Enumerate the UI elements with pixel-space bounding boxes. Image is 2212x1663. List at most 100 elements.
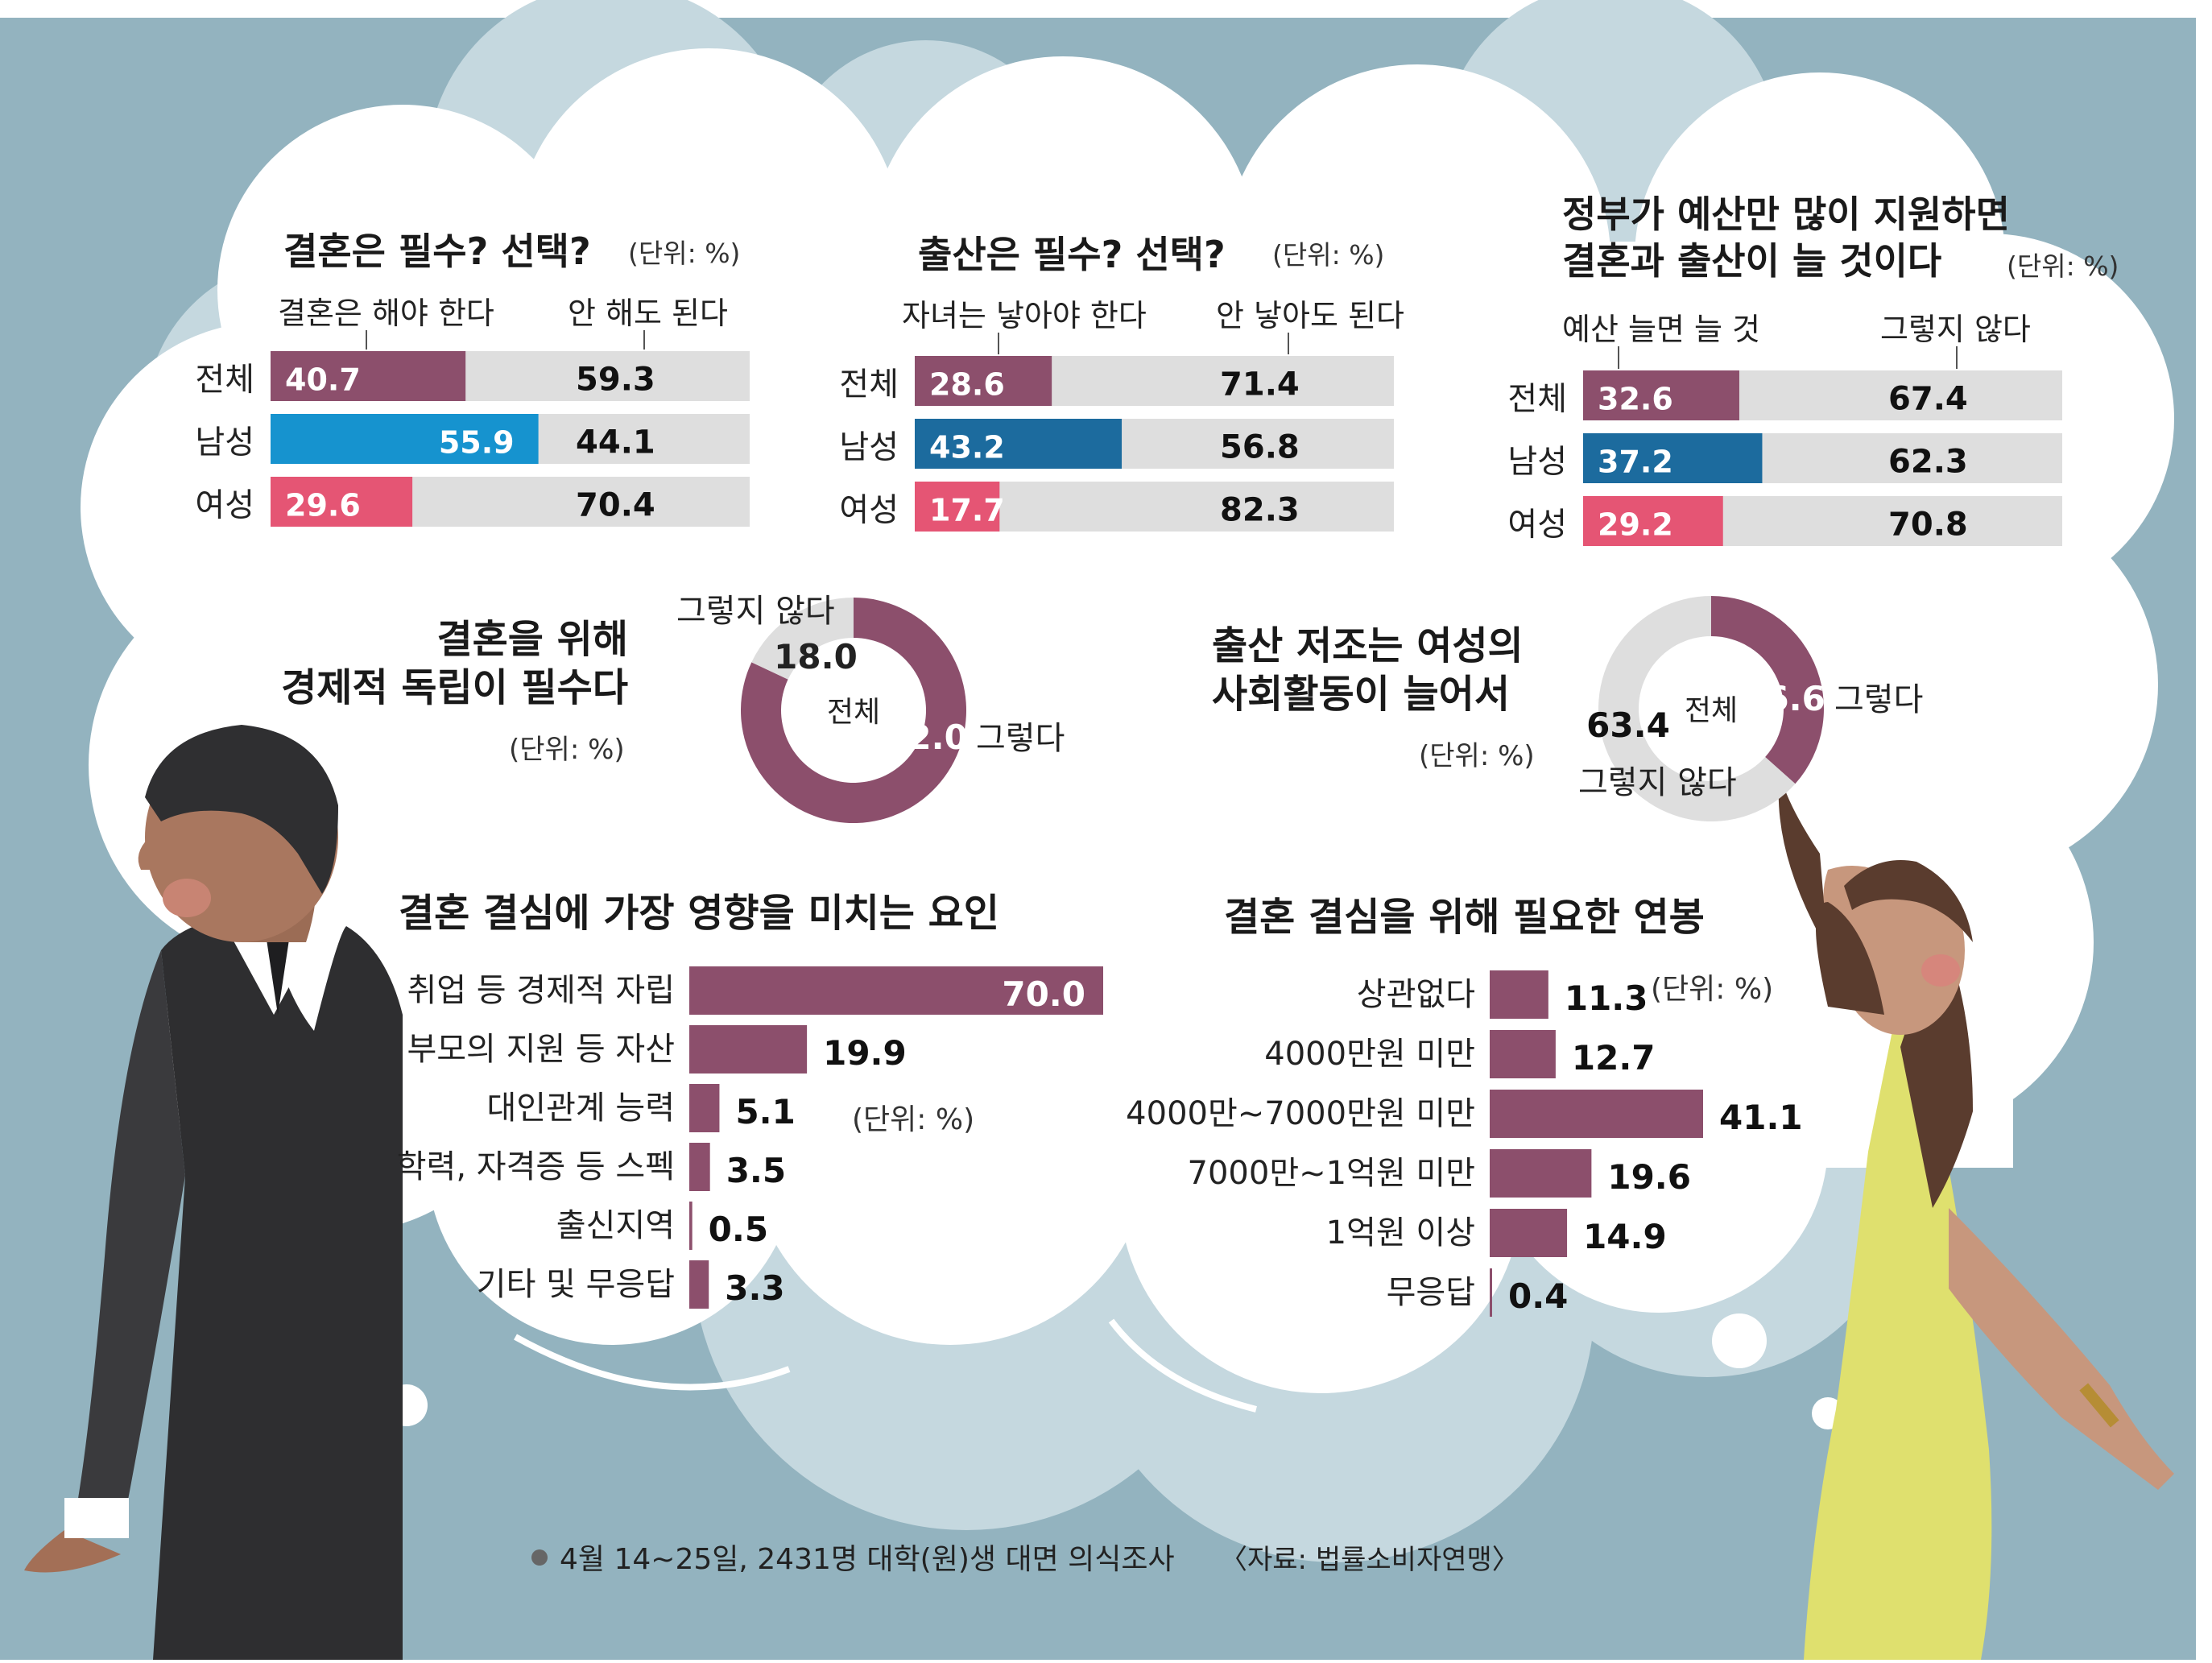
slice-name-label: 그렇지 않다 (676, 593, 835, 630)
cloud-arc-middle (1108, 1318, 1257, 1413)
value-label: 41.1 (1719, 1098, 1803, 1137)
row-label: 남성 (1507, 443, 1567, 480)
bar-segment-first (1583, 496, 1723, 546)
slice-name-label: 그렇다 (1834, 681, 1923, 718)
chart-unit-label: (단위: %) (2007, 250, 2119, 282)
frame-top-border (0, 0, 2212, 18)
chart-title-line: 결혼을 위해 (436, 617, 628, 662)
bar (1490, 970, 1548, 1019)
column-header: 안 낳아도 된다 (1216, 298, 1404, 333)
value-label: 70.0 (1002, 974, 1085, 1014)
category-label: 기타 및 무응답 (477, 1266, 675, 1303)
category-label: 1억원 이상 (1326, 1214, 1475, 1251)
chart-title-line: 사회활동이 늘어서 (1212, 672, 1510, 717)
chart-title: 출산은 필수? 선택? (918, 233, 1226, 276)
bar (689, 1143, 710, 1191)
bar (1490, 1030, 1556, 1078)
category-label: 7000만~1억원 미만 (1188, 1155, 1475, 1192)
bar-segment-first (1583, 433, 1763, 483)
value-label: 37.2 (1598, 444, 1673, 479)
row-label: 남성 (839, 428, 899, 465)
value-label: 19.9 (823, 1033, 907, 1073)
chart-unit-label: (단위: %) (1651, 973, 1773, 1006)
value-label: 28.6 (929, 366, 1005, 402)
value-label: 62.3 (1888, 443, 1968, 480)
value-label: 71.4 (1220, 366, 1300, 403)
value-label: 17.7 (929, 492, 1005, 527)
value-label: 3.3 (725, 1268, 784, 1308)
bar-segment-first (915, 356, 1052, 406)
chart-title-line: 출산 저조는 여성의 (1212, 623, 1524, 668)
slice-name-label: 그렇다 (976, 720, 1065, 757)
value-label: 55.9 (439, 424, 515, 460)
value-label: 19.6 (1607, 1157, 1691, 1197)
value-label: 70.4 (576, 486, 655, 523)
row-label: 여성 (195, 486, 254, 523)
value-label: 40.7 (285, 362, 361, 397)
column-header: 그렇지 않다 (1880, 312, 2031, 347)
row-label: 남성 (195, 424, 254, 461)
value-label: 29.2 (1598, 507, 1673, 542)
chart-title: 결혼은 필수? 선택? (283, 230, 591, 273)
cloud-arc-left (514, 1334, 791, 1391)
column-header: 안 해도 된다 (568, 296, 728, 331)
bar-segment-first (271, 414, 539, 464)
footer-bullet-icon (531, 1549, 548, 1566)
slice-value-label: 63.4 (1586, 705, 1670, 745)
bar (689, 1202, 693, 1250)
slice-name-label: 그렇지 않다 (1578, 764, 1737, 801)
donut-slice (741, 598, 966, 824)
value-label: 44.1 (576, 424, 655, 461)
horizontal-bar-chart-2: 결혼 결심을 위해 필요한 연봉 (단위: %) 상관없다 11.3 4000만원 미만… (1126, 895, 1803, 1317)
horizontal-bar-chart-1: 결혼 결심에 가장 영향을 미치는 요인 (단위: %) 취업 등 경제적 자립 70… (397, 891, 1103, 1309)
bar-segment-first (915, 419, 1123, 469)
chart-unit-label: (단위: %) (509, 734, 625, 766)
chart-unit-label: (단위: %) (1419, 740, 1535, 772)
value-label: 82.3 (1220, 491, 1300, 528)
value-label: 43.2 (929, 429, 1005, 465)
category-label: 부모의 지원 등 자산 (407, 1031, 675, 1068)
chart-title-line: 결혼과 출산이 늘 것이다 (1562, 239, 1941, 283)
chart-unit-label: (단위: %) (1272, 239, 1384, 271)
bar (1490, 1090, 1703, 1138)
column-header: 자녀는 낳아야 한다 (902, 298, 1147, 333)
woman-in-yellow-dress-illustration (1778, 773, 2174, 1660)
category-label: 학력, 자격증 등 스펙 (397, 1148, 675, 1185)
value-label: 32.6 (1598, 381, 1673, 416)
category-label: 취업 등 경제적 자립 (407, 972, 675, 1009)
chart-unit-label: (단위: %) (628, 238, 740, 269)
bar-segment-first (915, 482, 1000, 532)
value-label: 67.4 (1888, 380, 1968, 417)
donut-slice (751, 598, 854, 680)
category-label: 상관없다 (1357, 976, 1475, 1013)
category-label: 무응답 (1387, 1274, 1475, 1311)
value-label: 0.4 (1508, 1276, 1568, 1316)
chart-unit-label: (단위: %) (852, 1103, 974, 1136)
bar-segment-first (271, 351, 466, 401)
column-header: 결혼은 해야 한다 (278, 296, 494, 331)
row-label: 전체 (1507, 380, 1567, 417)
bar (689, 1084, 720, 1132)
value-label: 14.9 (1583, 1217, 1667, 1256)
donut-slice (1711, 596, 1824, 784)
bar-segment-first (271, 477, 413, 527)
bar (689, 1025, 808, 1074)
footer-source: 〈자료: 법률소비자연맹〉 (1220, 1544, 1519, 1576)
slice-value-label: 36.6 (1742, 679, 1825, 718)
value-label: 3.5 (726, 1151, 786, 1190)
value-label: 59.3 (576, 361, 655, 398)
chart-title: 결혼 결심에 가장 영향을 미치는 요인 (399, 891, 999, 936)
bar (689, 1260, 709, 1309)
row-label: 전체 (839, 366, 899, 403)
chart-title-line: 정부가 예산만 많이 지원하면 (1562, 192, 2010, 236)
chart-title: 결혼 결심을 위해 필요한 연봉 (1224, 895, 1705, 940)
bar (689, 966, 1103, 1015)
row-label: 여성 (839, 491, 899, 528)
slice-value-label: 18.0 (774, 637, 858, 676)
row-label: 전체 (195, 361, 254, 398)
bar-segment-first (1583, 370, 1739, 420)
